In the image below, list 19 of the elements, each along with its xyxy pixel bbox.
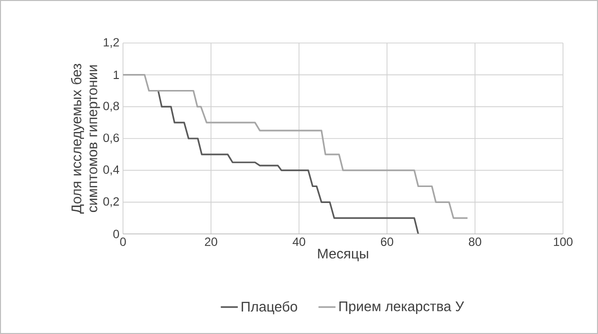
y-axis-title: Доля исследуемых без симптомов гипертонии — [70, 64, 100, 214]
y-tick-label: 0,4 — [103, 165, 120, 176]
y-tick-label: 1 — [114, 70, 119, 79]
x-tick-label: 0 — [120, 238, 126, 246]
legend-label: Плацебо — [242, 301, 298, 314]
legend-label: Прием лекарства У — [339, 302, 464, 314]
y-tick-label: 0,8 — [103, 102, 119, 112]
x-axis-title: Месяцы — [318, 248, 368, 262]
y-tick-label: 0,2 — [103, 197, 119, 208]
x-tick-label: 60 — [380, 238, 394, 246]
y-tick-label: 1,2 — [104, 38, 119, 48]
x-tick-label: 20 — [204, 238, 218, 246]
y-tick-label: 0 — [113, 230, 120, 238]
y-tick-label: 0,6 — [103, 134, 119, 144]
x-tick-label: 100 — [554, 238, 573, 246]
line-series — [157, 90, 420, 234]
x-tick-label: 40 — [292, 238, 306, 246]
line-series — [123, 74, 468, 219]
x-tick-label: 80 — [468, 238, 482, 246]
